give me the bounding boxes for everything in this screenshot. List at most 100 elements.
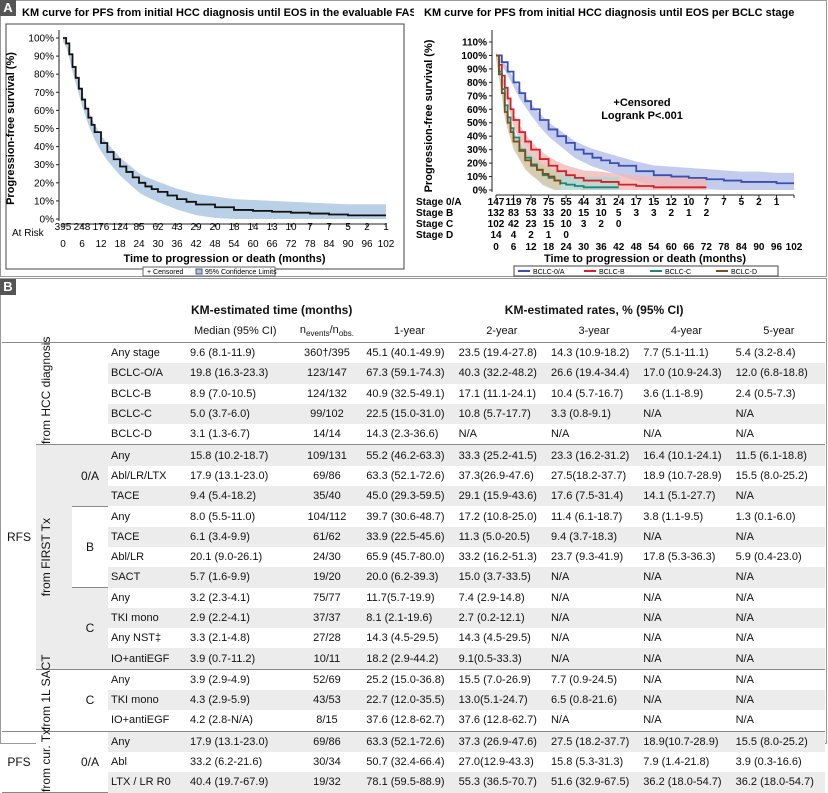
rate-cell: N/A: [640, 628, 732, 648]
rate-cell: 40.3 (32.2-48.2): [456, 363, 548, 383]
at-risk-value: 1: [546, 230, 552, 241]
x-tick-label: 84: [323, 239, 335, 250]
row-label: BCLC-D: [108, 424, 180, 445]
subgroup-label: B: [72, 506, 108, 587]
at-risk-value: 43: [171, 222, 183, 233]
rate-cell: 18.9(10.7-28.9): [640, 731, 732, 752]
n-cell: 109/131: [291, 445, 364, 466]
row-label: Any NST‡: [108, 628, 180, 648]
at-risk-value: 10: [561, 219, 573, 230]
n-cell: 69/86: [291, 466, 364, 486]
at-risk-value: 7: [307, 222, 313, 233]
y-tick-label: 70%: [34, 88, 54, 99]
rate-cell: 9.1(0.5-33.3): [456, 648, 548, 669]
legend-censored: + Censored: [147, 269, 183, 276]
rate-cell: N/A: [733, 648, 825, 669]
col-year-1: 1-year: [363, 320, 455, 343]
n-cell: 37/37: [291, 608, 364, 628]
rate-cell: 13.0(5.1-24.7): [456, 690, 548, 710]
rate-cell: 5.9 (0.4-23.0): [733, 547, 825, 567]
at-risk-value: 10: [596, 208, 608, 219]
x-tick-label: 24: [561, 242, 573, 253]
y-tick-label: 30%: [34, 160, 54, 171]
rate-cell: 27.0(12.9-43.3): [456, 752, 548, 772]
rate-cell: 37.6 (12.8-62.7): [456, 710, 548, 731]
at-risk-value: 176: [93, 222, 110, 233]
at-risk-value: 62: [152, 222, 164, 233]
rate-cell: N/A: [733, 424, 825, 445]
subgroup-label: 0/A: [72, 731, 108, 792]
col-year-4: 4-year: [640, 320, 732, 343]
y-tick-label: 10%: [34, 196, 54, 207]
n-cell: 123/147: [291, 363, 364, 383]
at-risk-value: 12: [666, 197, 678, 208]
at-risk-value: 132: [488, 208, 505, 219]
rate-cell: 18.2 (2.9-44.2): [363, 648, 455, 669]
rate-cell: 17.8 (5.3-36.3): [640, 547, 732, 567]
legend-confidence: 95% Confidence Limits: [205, 269, 277, 276]
subgroup-label: C: [72, 669, 108, 731]
median-cell: 17.9 (13.1-23.0): [180, 731, 291, 752]
at-risk-value: 29: [190, 222, 202, 233]
rate-cell: 29.1 (15.9-43.6): [456, 486, 548, 506]
col-year-5: 5-year: [733, 320, 825, 343]
x-tick-label: 102: [786, 242, 803, 253]
x-tick-label: 48: [209, 239, 221, 250]
rate-cell: 65.9 (45.7-80.0): [363, 547, 455, 567]
median-cell: 5.0 (3.7-6.0): [180, 404, 291, 424]
y-tick-label: 0%: [40, 215, 55, 226]
at-risk-value: 3: [651, 208, 657, 219]
n-cell: 30/34: [291, 752, 364, 772]
y-tick-label: 20%: [34, 178, 54, 189]
rate-cell: 3.8 (1.1-9.5): [640, 506, 732, 526]
y-tick-label: 0%: [473, 186, 488, 197]
row-label: Abl: [108, 752, 180, 772]
x-tick-label: 18: [543, 242, 555, 253]
x-tick-label: 30: [152, 239, 164, 250]
median-cell: 19.8 (16.3-23.3): [180, 363, 291, 383]
at-risk-value: 15: [578, 208, 590, 219]
median-cell: 20.1 (9.0-26.1): [180, 547, 291, 567]
x-tick-label: 66: [683, 242, 695, 253]
at-risk-value: 18: [228, 222, 240, 233]
at-risk-value: 33: [543, 208, 555, 219]
at-risk-value: 2: [598, 219, 604, 230]
y-tick-label: 90%: [467, 64, 487, 75]
y-tick-label: 50%: [467, 118, 487, 129]
rate-cell: 55.3 (36.5-70.7): [456, 772, 548, 792]
x-tick-label: 12: [525, 242, 537, 253]
rate-cell: 55.2 (46.2-63.3): [363, 445, 455, 466]
group-label-text: from FIRST Tx: [39, 518, 53, 596]
row-label: TACE: [108, 486, 180, 506]
rate-cell: 51.6 (32.9-67.5): [548, 772, 640, 792]
x-tick-label: 42: [190, 239, 202, 250]
row-label: Abl/LR: [108, 547, 180, 567]
x-tick-label: 78: [304, 239, 316, 250]
rate-cell: 14.3 (4.5-29.5): [456, 628, 548, 648]
rate-cell: 11.3 (5.0-20.5): [456, 527, 548, 547]
rate-cell: 67.3 (59.1-74.3): [363, 363, 455, 383]
rate-cell: 2.4 (0.5-7.3): [733, 384, 825, 404]
n-cell: 99/102: [291, 404, 364, 424]
confidence-band-overall: [63, 38, 386, 219]
row-label: IO+antiEGF: [108, 648, 180, 669]
legend-label: BCLC-B: [599, 269, 625, 276]
row-label: Any: [108, 588, 180, 608]
at-risk-value: 2: [364, 222, 370, 233]
x-tick-label: 24: [133, 239, 145, 250]
at-risk-stage-label: Stage 0/A: [416, 197, 462, 208]
x-tick-label: 102: [378, 239, 395, 250]
rate-cell: 15.5 (8.0-25.2): [733, 466, 825, 486]
rate-cell: 39.7 (30.6-48.7): [363, 506, 455, 526]
logrank-annotation: Logrank P<.001: [601, 110, 683, 122]
rate-cell: N/A: [733, 588, 825, 608]
y-tick-label: 20%: [467, 159, 487, 170]
median-cell: 9.6 (8.1-11.9): [180, 343, 291, 364]
x-tick-label: 18: [114, 239, 126, 250]
x-tick-label: 6: [511, 242, 517, 253]
legend-band-swatch: [196, 269, 202, 274]
